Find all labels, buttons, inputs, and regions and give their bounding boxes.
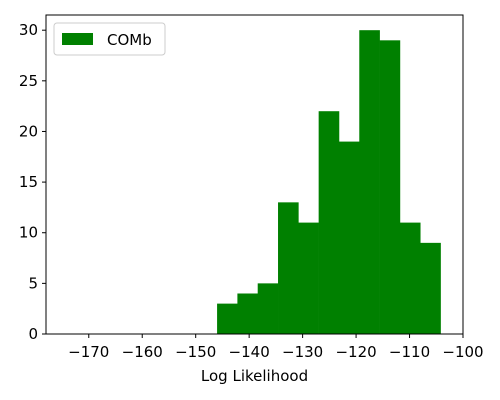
- legend: COMb: [53, 22, 166, 56]
- histogram-bar: [298, 222, 319, 334]
- y-tick-label: 20: [19, 122, 38, 140]
- y-axis-ticks: 0 5 10 15 20 25 30: [19, 21, 46, 343]
- legend-swatch: [62, 33, 93, 45]
- histogram-bar: [237, 293, 259, 334]
- legend-label: COMb: [107, 31, 152, 49]
- x-tick-label: −130: [282, 343, 323, 361]
- legend-box: [53, 22, 166, 56]
- histogram-bar: [399, 222, 421, 334]
- histogram-bar: [217, 303, 238, 334]
- y-tick-label: 30: [19, 21, 38, 39]
- x-tick-label: −120: [335, 343, 376, 361]
- y-tick-label: 10: [19, 224, 38, 242]
- histogram-bar: [359, 30, 380, 334]
- histogram-bar: [338, 141, 360, 334]
- x-tick-label: −150: [175, 343, 216, 361]
- x-axis-ticks: −170 −160 −150 −140 −130 −120 −110 −100: [68, 334, 484, 361]
- histogram-bar: [318, 111, 340, 334]
- y-tick-label: 25: [19, 72, 38, 90]
- histogram-bar: [379, 40, 401, 335]
- x-tick-label: −170: [68, 343, 109, 361]
- y-tick-label: 15: [19, 173, 38, 191]
- y-tick-label: 5: [28, 274, 38, 292]
- histogram-bar: [257, 283, 279, 334]
- histogram-bar: [420, 242, 441, 334]
- x-tick-label: −140: [229, 343, 270, 361]
- x-axis-label: Log Likelihood: [201, 367, 308, 385]
- bars-group: [217, 30, 441, 335]
- x-tick-label: −160: [122, 343, 163, 361]
- y-tick-label: 0: [28, 325, 38, 343]
- plot-area-frame: [45, 14, 464, 335]
- x-tick-label: −100: [442, 343, 483, 361]
- histogram-bar: [278, 202, 299, 334]
- x-tick-label: −110: [389, 343, 430, 361]
